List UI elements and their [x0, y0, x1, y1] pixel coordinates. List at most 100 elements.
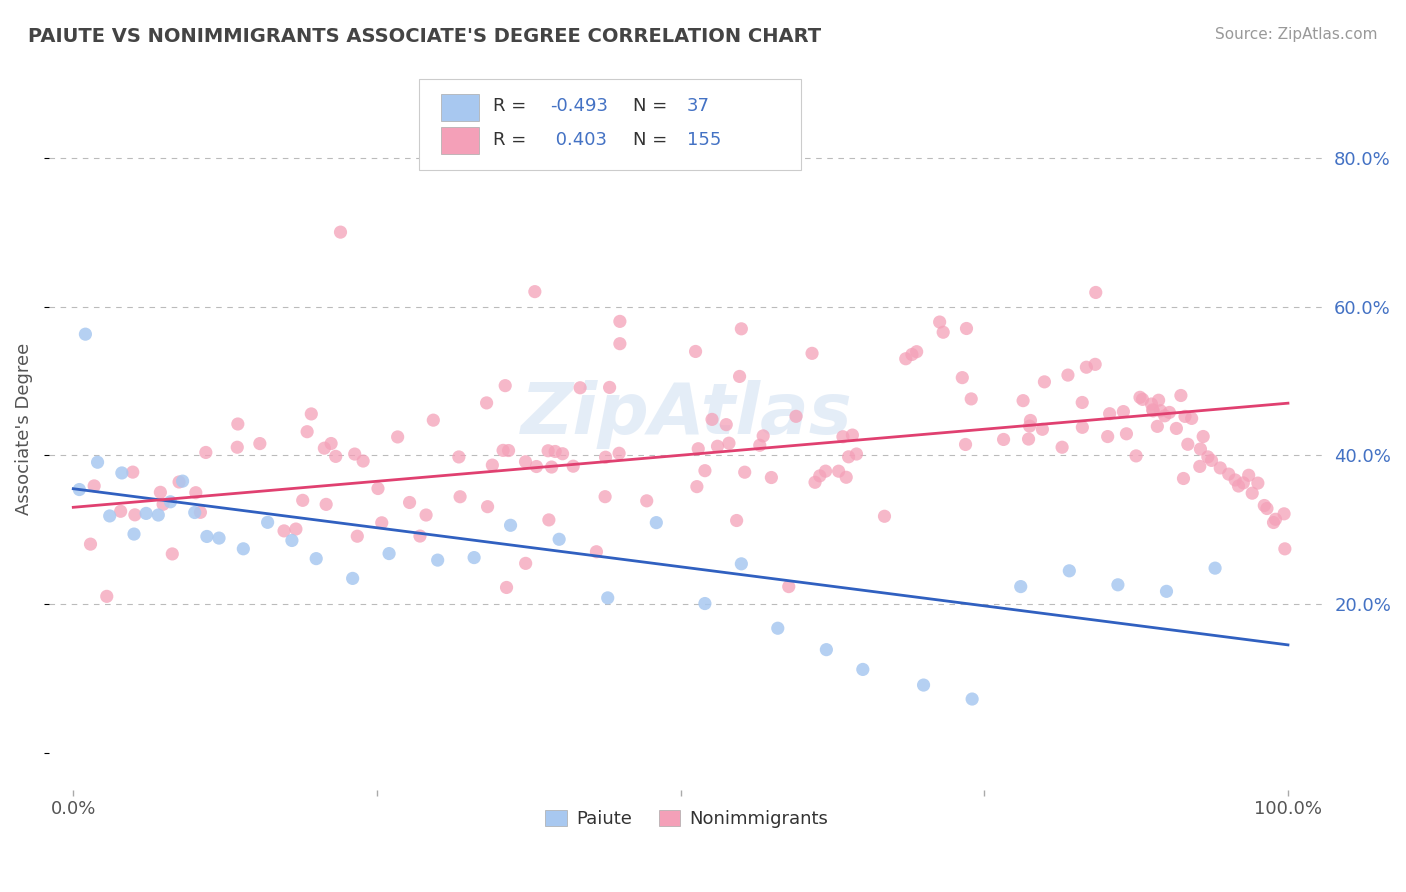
Point [1170, 388, 1192, 402]
Point [636, 493, 658, 508]
Point [585, 545, 607, 559]
Point [609, 336, 631, 351]
Point [955, 321, 977, 335]
Point [1050, 440, 1073, 454]
Point [595, 450, 617, 465]
Text: ZipAtlas: ZipAtlas [520, 380, 852, 450]
Text: R =: R = [494, 131, 526, 149]
Point [693, 464, 716, 478]
Point [1264, 512, 1286, 526]
Point [562, 459, 585, 474]
Point [804, 475, 827, 490]
Point [752, 429, 775, 443]
Point [725, 514, 748, 528]
Point [1142, 402, 1164, 417]
Point [291, 493, 314, 508]
Point [1188, 459, 1211, 474]
Point [778, 580, 800, 594]
Point [912, 678, 935, 692]
Text: R =: R = [494, 97, 526, 115]
Point [1241, 486, 1264, 500]
Point [319, 436, 342, 450]
Point [249, 436, 271, 450]
Point [342, 571, 364, 585]
Point [475, 396, 498, 410]
Text: -0.493: -0.493 [550, 97, 609, 115]
Point [79, 537, 101, 551]
Point [838, 450, 860, 464]
Point [422, 413, 444, 427]
Point [194, 445, 217, 459]
Point [814, 464, 837, 478]
Point [1272, 507, 1295, 521]
Point [409, 529, 432, 543]
Point [1192, 429, 1215, 443]
Point [167, 475, 190, 489]
Point [1012, 393, 1035, 408]
Text: PAIUTE VS NONIMMIGRANTS ASSOCIATE'S DEGREE CORRELATION CHART: PAIUTE VS NONIMMIGRANTS ASSOCIATE'S DEGR… [28, 27, 821, 45]
Point [700, 412, 723, 426]
Point [122, 527, 145, 541]
Point [748, 438, 770, 452]
Point [1237, 468, 1260, 483]
Legend: Paiute, Nonimmigrants: Paiute, Nonimmigrants [538, 802, 835, 835]
Point [993, 433, 1015, 447]
Point [273, 524, 295, 538]
Point [387, 430, 409, 444]
Point [352, 454, 374, 468]
Text: N =: N = [633, 131, 668, 149]
Point [208, 531, 231, 545]
Point [1159, 405, 1181, 419]
Point [184, 485, 207, 500]
Point [1112, 404, 1135, 418]
Point [596, 591, 619, 605]
Point [1071, 420, 1094, 434]
Point [645, 516, 668, 530]
Point [808, 469, 831, 483]
Point [135, 507, 157, 521]
Point [832, 430, 855, 444]
Text: 155: 155 [686, 131, 721, 149]
Point [593, 490, 616, 504]
Point [1174, 409, 1197, 424]
Text: N =: N = [633, 97, 668, 115]
Point [449, 490, 471, 504]
Point [1071, 395, 1094, 409]
Point [537, 443, 560, 458]
Text: 37: 37 [686, 97, 710, 115]
Point [835, 470, 858, 484]
Point [1189, 442, 1212, 456]
Point [537, 513, 560, 527]
Point [960, 692, 983, 706]
Point [734, 465, 756, 479]
Point [1084, 357, 1107, 371]
Point [551, 447, 574, 461]
Point [499, 518, 522, 533]
Point [1132, 392, 1154, 407]
Point [426, 553, 449, 567]
Point [1018, 419, 1040, 434]
Point [1201, 453, 1223, 467]
Point [1177, 437, 1199, 451]
Point [415, 508, 437, 522]
Point [1256, 501, 1278, 516]
Point [1218, 467, 1240, 482]
Point [785, 409, 807, 424]
Point [481, 458, 503, 472]
Point [371, 516, 394, 530]
Point [928, 315, 950, 329]
Point [1031, 422, 1053, 436]
Point [548, 533, 571, 547]
Point [329, 225, 352, 239]
Point [523, 285, 546, 299]
Point [124, 508, 146, 522]
Point [544, 444, 567, 458]
Point [98, 508, 121, 523]
Point [730, 322, 752, 336]
Point [1181, 411, 1204, 425]
Point [901, 347, 924, 361]
Point [1010, 580, 1032, 594]
Point [515, 557, 537, 571]
Y-axis label: Associate's Degree: Associate's Degree [15, 343, 32, 516]
Text: Source: ZipAtlas.com: Source: ZipAtlas.com [1215, 27, 1378, 42]
